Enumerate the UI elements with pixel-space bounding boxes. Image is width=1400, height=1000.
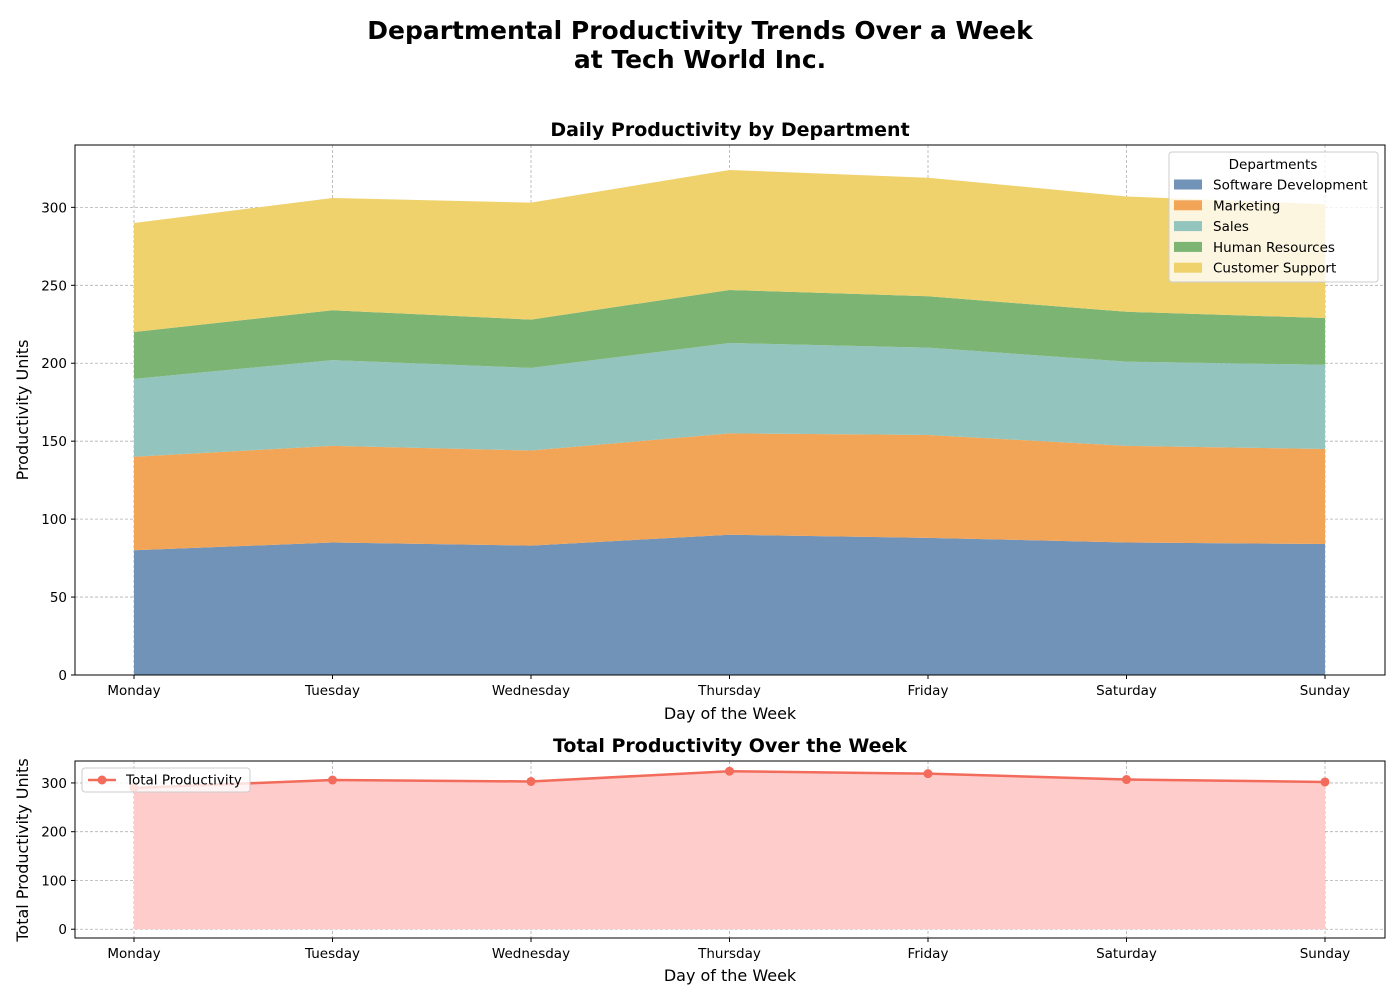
figure-title-line-1: Departmental Productivity Trends Over a … [367, 16, 1033, 45]
bottom-x-tick-label: Monday [107, 946, 160, 962]
total-productivity-point [526, 776, 536, 786]
top-y-tick-label: 100 [41, 512, 67, 528]
top-legend-swatch [1174, 241, 1202, 252]
bottom-y-tick-label: 0 [58, 922, 67, 938]
total-chart-title: Total Productivity Over the Week [553, 735, 907, 757]
top-x-tick-label: Sunday [1300, 683, 1351, 699]
bottom-legend-label: Total Productivity [125, 773, 242, 789]
total-productivity-point [1122, 775, 1131, 785]
top-legend-swatch [1174, 200, 1202, 211]
total-line-chart: Total Productivity Over the Week 0 100 200… [13, 735, 1386, 985]
top-legend-label: Customer Support [1213, 261, 1336, 277]
top-x-tick-label: Thursday [697, 683, 761, 699]
bottom-y-tick-label: 300 [41, 776, 67, 792]
bottom-x-tick-label: Saturday [1096, 946, 1157, 962]
bottom-x-tick-label: Sunday [1300, 946, 1351, 962]
top-x-tick-label: Wednesday [492, 683, 570, 699]
top-y-tick-label: 250 [41, 278, 67, 294]
top-area-series [134, 169, 1325, 675]
top-legend-swatch [1174, 262, 1202, 273]
top-legend-label: Software Development [1213, 178, 1368, 194]
top-legend-label: Marketing [1213, 198, 1280, 214]
stacked-chart-title: Daily Productivity by Department [550, 119, 909, 141]
top-x-axis-ticks: Monday Tuesday Wednesday Thursday Friday Satu… [107, 675, 1350, 699]
bottom-x-axis-ticks: Monday Tuesday Wednesday Thursday Friday Satu… [107, 938, 1350, 962]
area-sales [134, 342, 1325, 457]
top-legend-swatch [1174, 179, 1202, 190]
top-legend-title: Departments [1229, 157, 1318, 173]
total-productivity-point [328, 775, 337, 785]
area-human-resources [134, 289, 1325, 379]
top-legend-items: Software Development Marketing Sales Human … [1174, 178, 1368, 277]
bottom-x-tick-label: Friday [908, 946, 949, 962]
bottom-y-tick-label: 100 [41, 873, 67, 889]
total-productivity-point [1320, 777, 1330, 787]
bottom-x-tick-label: Thursday [697, 946, 761, 962]
top-x-axis-label: Day of the Week [664, 704, 797, 723]
top-x-tick-label: Monday [107, 683, 160, 699]
bottom-y-tick-label: 200 [41, 825, 67, 841]
bottom-x-tick-label: Wednesday [492, 946, 570, 962]
bottom-legend: Total Productivity [81, 767, 251, 793]
bottom-x-tick-label: Tuesday [304, 946, 360, 962]
area-customer-support [134, 169, 1325, 333]
top-y-axis-label: Productivity Units [13, 340, 32, 481]
stacked-area-chart: Daily Productivity by Department 0 50 100 1… [13, 119, 1386, 723]
top-y-tick-label: 150 [41, 434, 67, 450]
top-y-tick-label: 200 [41, 356, 67, 372]
figure-title-line-2: at Tech World Inc. [573, 45, 827, 74]
area-marketing [134, 433, 1325, 551]
total-productivity-point [725, 766, 734, 776]
top-x-tick-label: Saturday [1096, 683, 1157, 699]
top-y-tick-label: 0 [58, 668, 67, 684]
top-x-tick-label: Friday [908, 683, 949, 699]
bottom-y-axis-label: Total Productivity Units [13, 758, 32, 942]
top-legend-label: Sales [1213, 219, 1249, 235]
top-y-tick-label: 50 [50, 590, 67, 606]
total-productivity-area [134, 771, 1325, 930]
area-software-development [134, 534, 1325, 675]
top-legend-swatch [1174, 221, 1202, 232]
top-y-tick-label: 300 [41, 200, 67, 216]
top-y-axis-ticks: 0 50 100 150 200 250 300 [41, 200, 75, 684]
total-productivity-point [923, 769, 933, 779]
bottom-legend-marker [97, 775, 107, 785]
bottom-legend-box [81, 767, 251, 793]
bottom-y-axis-ticks: 0 100 200 300 [41, 776, 75, 938]
top-legend-label: Human Resources [1213, 240, 1335, 256]
top-legend: Departments Software Development Marketin… [1168, 151, 1379, 283]
bottom-line-series [129, 766, 1330, 930]
top-legend-box [1168, 151, 1379, 283]
top-x-tick-label: Tuesday [304, 683, 360, 699]
bottom-x-axis-label: Day of the Week [664, 966, 797, 985]
figure-title: Departmental Productivity Trends Over a … [0, 16, 1400, 74]
